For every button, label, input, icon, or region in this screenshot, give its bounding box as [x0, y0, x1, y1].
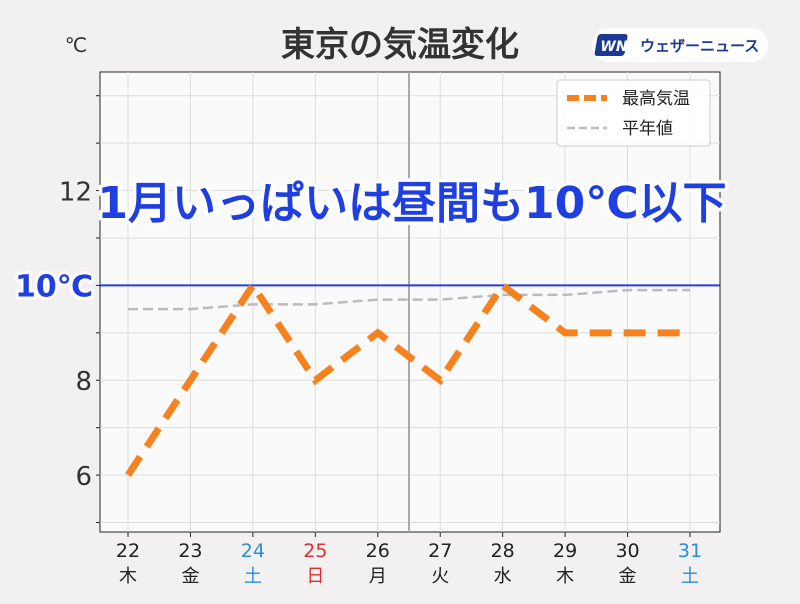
x-tick-label-day: 26 — [366, 540, 390, 562]
axis-layer: 6 8 12 22 木 23 金 24 土 25 日 26 月 27 火 28 水 29 木 30 金 31 土 — [59, 95, 702, 587]
x-tick-label-weekday: 金 — [181, 566, 199, 587]
line-normal-temp — [128, 288, 690, 311]
legend-label-normal: 平年値 — [622, 119, 673, 139]
logo-text: ウェザーニュース — [640, 37, 759, 55]
chart-title: 東京の気温変化 — [281, 25, 519, 65]
logo-background — [592, 28, 768, 62]
x-tick-label-weekday: 土 — [681, 566, 699, 587]
x-tick-label-day: 27 — [428, 540, 452, 562]
line-max-temp — [125, 279, 690, 478]
logo-mark-box — [594, 34, 628, 56]
x-tick-label-day: 30 — [615, 540, 639, 562]
headline-text: 1月いっぱいは昼間も10℃以下 — [97, 178, 726, 229]
x-tick-label-day: 22 — [116, 540, 140, 562]
y-unit-label: ℃ — [65, 33, 87, 57]
y-tick-label: 12 — [59, 178, 92, 208]
x-tick-label-weekday: 火 — [431, 566, 449, 587]
x-tick-label-weekday: 水 — [494, 566, 512, 587]
y-tick-label: 6 — [75, 462, 92, 492]
x-tick-label-weekday: 月 — [369, 566, 387, 587]
x-tick-label-weekday: 木 — [556, 566, 574, 587]
x-tick-label-weekday: 土 — [244, 566, 262, 587]
x-tick-label-day: 23 — [178, 540, 202, 562]
legend: 最高気温 平年値 — [556, 79, 711, 147]
x-tick-label-day: 24 — [241, 540, 265, 562]
x-tick-label-weekday: 金 — [619, 566, 637, 587]
x-tick-label-weekday: 木 — [119, 566, 137, 587]
x-tick-label-day: 28 — [491, 540, 515, 562]
weathernews-logo: WN ウェザーニュース — [592, 28, 768, 62]
logo-mark: WN — [600, 39, 627, 55]
x-tick-label-day: 25 — [303, 540, 327, 562]
x-tick-label-weekday: 日 — [306, 566, 324, 587]
y-tick-label: 8 — [75, 367, 92, 397]
x-tick-label-day: 31 — [678, 540, 702, 562]
legend-label-max-temp: 最高気温 — [622, 89, 690, 109]
series-layer — [125, 279, 690, 478]
reference-line-label: 10℃ — [15, 269, 93, 304]
x-tick-label-day: 29 — [553, 540, 577, 562]
